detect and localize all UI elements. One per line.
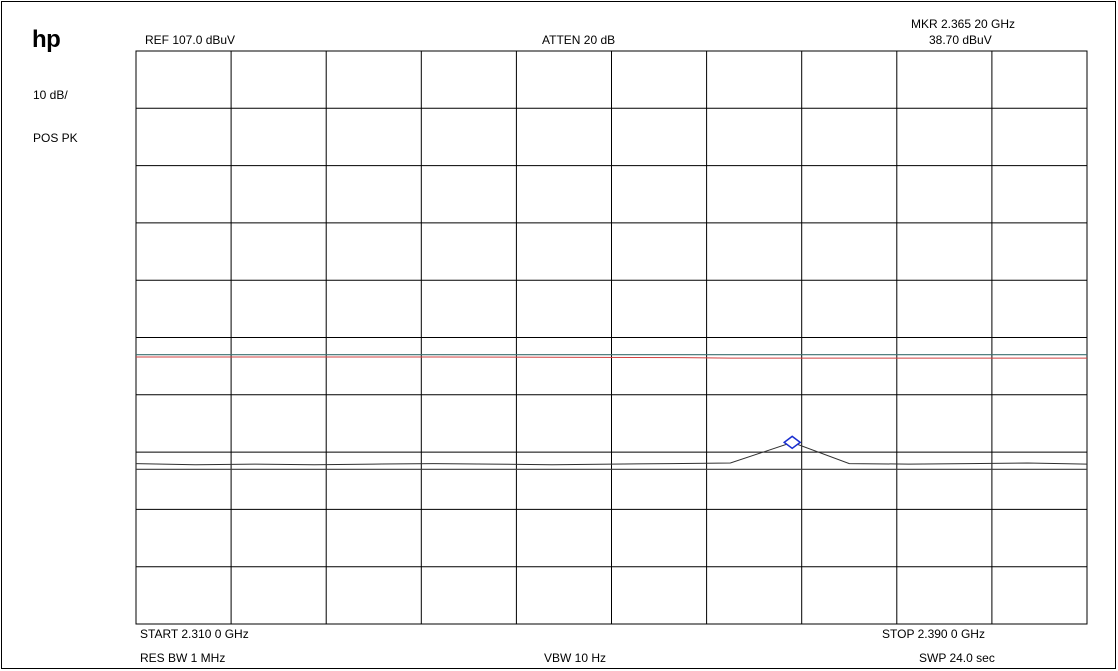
start-frequency-label: START 2.310 0 GHz [140,627,249,641]
trace-line-1 [136,356,1087,359]
scale-label: 10 dB/ [33,88,68,102]
marker-frequency-label: MKR 2.365 20 GHz [911,17,1016,31]
ref-level-label: REF 107.0 dBuV [145,33,236,47]
marker-level-label: 38.70 dBuV [929,33,992,47]
detector-label: POS PK [33,131,78,145]
trace-line-2 [135,441,1088,466]
resolution-bandwidth-label: RES BW 1 MHz [140,651,226,665]
attenuation-label: ATTEN 20 dB [542,33,616,47]
stop-frequency-label: STOP 2.390 0 GHz [882,627,985,641]
marker-diamond [782,435,802,450]
video-bandwidth-label: VBW 10 Hz [544,651,607,665]
hp-logo: hp [32,26,61,53]
sweep-time-label: SWP 24.0 sec [919,651,995,665]
